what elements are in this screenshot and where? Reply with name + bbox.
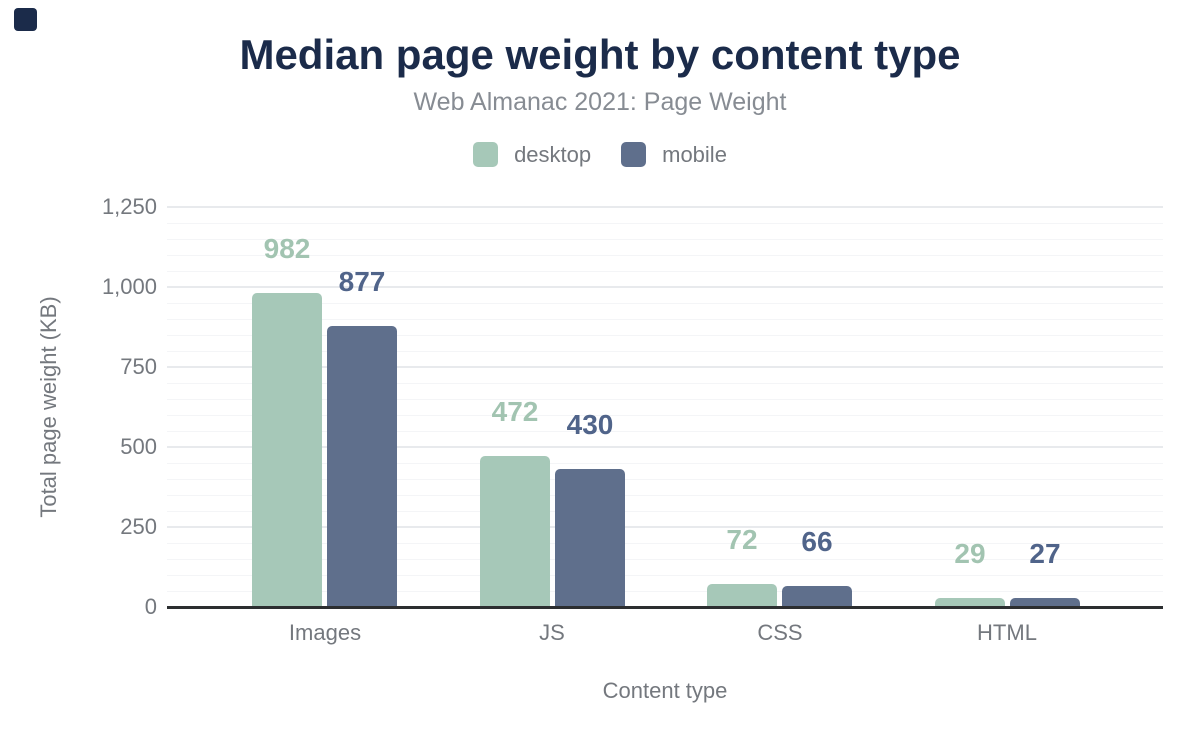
- major-gridline: [167, 286, 1163, 288]
- minor-gridline: [167, 479, 1163, 480]
- y-tick-label-750: 750: [120, 354, 157, 379]
- minor-gridline: [167, 591, 1163, 592]
- minor-gridline: [167, 543, 1163, 544]
- y-tick-label-500: 500: [120, 434, 157, 459]
- minor-gridline: [167, 495, 1163, 496]
- y-tick-label-1250: 1,250: [101, 194, 157, 219]
- bar-mobile-images[interactable]: [327, 326, 397, 607]
- bar-value-label-desktop-html: 29: [954, 538, 986, 569]
- major-gridline: [167, 206, 1163, 208]
- bar-value-label-desktop-images: 982: [263, 233, 311, 264]
- minor-gridline: [167, 223, 1163, 224]
- major-gridline: [167, 366, 1163, 368]
- bar-desktop-js[interactable]: [480, 456, 550, 607]
- y-tick-label-0: 0: [144, 594, 157, 619]
- minor-gridline: [167, 399, 1163, 400]
- legend-label: desktop: [514, 142, 592, 167]
- corner-logo-mark: [14, 8, 37, 31]
- y-tick-label-1000: 1,000: [101, 274, 157, 299]
- bar-value-label-mobile-css: 66: [801, 526, 833, 557]
- x-category-label-js: JS: [539, 620, 565, 645]
- bar-mobile-css[interactable]: [782, 586, 852, 607]
- minor-gridline: [167, 383, 1163, 384]
- major-gridline: [167, 526, 1163, 528]
- major-gridline: [167, 446, 1163, 448]
- minor-gridline: [167, 431, 1163, 432]
- y-axis-title: Total page weight (KB): [36, 296, 61, 518]
- bar-value-label-desktop-js: 472: [491, 396, 539, 427]
- minor-gridline: [167, 463, 1163, 464]
- minor-gridline: [167, 303, 1163, 304]
- x-category-label-images: Images: [288, 620, 362, 645]
- x-axis-line: [167, 606, 1163, 609]
- minor-gridline: [167, 559, 1163, 560]
- bar-value-label-mobile-js: 430: [566, 409, 614, 440]
- chart-subtitle: Web Almanac 2021: Page Weight: [413, 88, 787, 116]
- x-axis-title: Content type: [602, 678, 728, 703]
- x-category-label-html: HTML: [977, 620, 1037, 645]
- minor-gridline: [167, 271, 1163, 272]
- legend-swatch-desktop: [473, 142, 499, 167]
- legend: desktop mobile: [0, 142, 1200, 167]
- minor-gridline: [167, 335, 1163, 336]
- minor-gridline: [167, 351, 1163, 352]
- minor-gridline: [167, 255, 1163, 256]
- chart-title: Median page weight by content type: [239, 31, 961, 78]
- bar-desktop-css[interactable]: [707, 584, 777, 607]
- bar-desktop-images[interactable]: [252, 293, 322, 607]
- bar-value-label-desktop-css: 72: [726, 524, 758, 555]
- legend-swatch-mobile: [621, 142, 647, 167]
- bar-value-label-mobile-html: 27: [1029, 538, 1061, 569]
- legend-item-mobile[interactable]: mobile: [621, 142, 727, 167]
- legend-item-desktop[interactable]: desktop: [473, 142, 591, 167]
- bar-mobile-js[interactable]: [555, 469, 625, 607]
- minor-gridline: [167, 575, 1163, 576]
- bar-desktop-html[interactable]: [935, 598, 1005, 607]
- bar-value-label-mobile-images: 877: [338, 266, 386, 297]
- bar-mobile-html[interactable]: [1010, 598, 1080, 607]
- minor-gridline: [167, 511, 1163, 512]
- x-category-label-css: CSS: [757, 620, 803, 645]
- legend-label: mobile: [662, 142, 727, 167]
- minor-gridline: [167, 319, 1163, 320]
- y-tick-label-250: 250: [120, 514, 157, 539]
- minor-gridline: [167, 415, 1163, 416]
- minor-gridline: [167, 239, 1163, 240]
